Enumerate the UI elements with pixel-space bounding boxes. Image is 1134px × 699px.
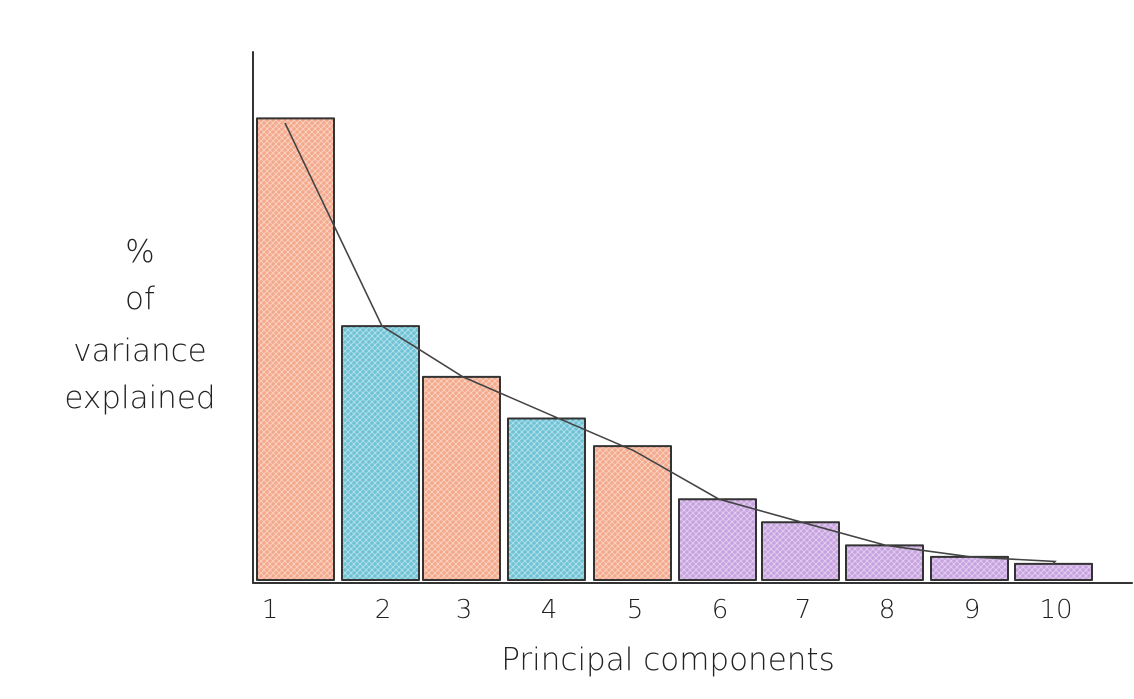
bar-pc-1 <box>256 117 335 582</box>
bar-pc-2 <box>341 325 420 581</box>
y-axis-title-line-1: % <box>125 234 154 270</box>
bar-pc-9 <box>930 555 1009 581</box>
x-axis-title: Principal components <box>501 642 834 678</box>
x-tick-label-1: 1 <box>262 595 279 625</box>
bar-pc-10 <box>1014 562 1093 581</box>
x-tick-label-4: 4 <box>541 595 558 625</box>
x-tick-label-10: 10 <box>1039 595 1072 625</box>
x-tick-label-3: 3 <box>456 595 473 625</box>
bar-hatch <box>846 545 923 580</box>
x-tick-label-7: 7 <box>795 595 812 625</box>
bar-hatch <box>1015 563 1092 580</box>
bar-outline <box>593 445 672 582</box>
y-axis-title-line-4: explained <box>64 380 215 416</box>
x-tick-labels: 1 2 3 4 5 6 7 8 9 10 <box>262 595 1073 625</box>
y-axis-title: % of variance explained <box>64 234 215 416</box>
bar-hatch <box>508 418 585 580</box>
bar-pc-8 <box>845 544 924 581</box>
bar-outline <box>507 417 586 581</box>
x-tick-label-2: 2 <box>375 595 392 625</box>
bar-pc-3 <box>422 375 501 581</box>
x-tick-label-8: 8 <box>879 595 896 625</box>
x-tick-label-9: 9 <box>964 595 981 625</box>
bars <box>256 117 1093 582</box>
bar-hatch <box>679 499 756 580</box>
bar-hatch <box>257 118 334 581</box>
y-axis-title-line-2: of <box>125 281 155 317</box>
bar-outline <box>256 117 335 582</box>
bar-pc-5 <box>593 445 672 582</box>
bar-pc-7 <box>761 521 840 582</box>
bar-pc-6 <box>678 498 757 581</box>
y-axis-title-line-3: variance <box>73 333 206 369</box>
bar-outline <box>341 325 420 581</box>
bar-hatch <box>931 556 1008 580</box>
bar-hatch <box>423 376 500 580</box>
bar-hatch <box>342 326 419 580</box>
x-tick-label-6: 6 <box>712 595 729 625</box>
bar-hatch <box>762 522 839 580</box>
bar-hatch <box>594 446 671 580</box>
x-tick-label-5: 5 <box>627 595 644 625</box>
bar-pc-4 <box>507 417 586 581</box>
trend-line <box>284 122 1057 566</box>
